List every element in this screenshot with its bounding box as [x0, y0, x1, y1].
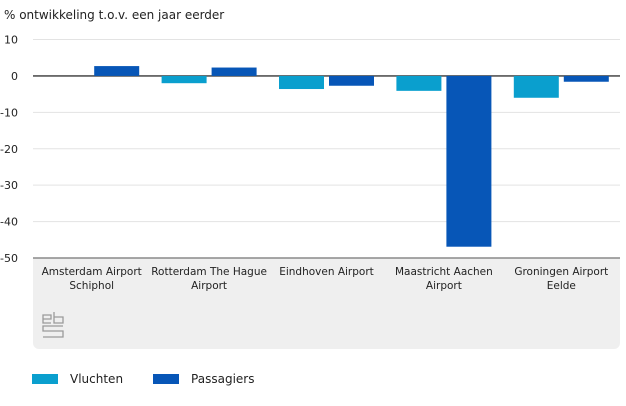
x-category-label: Amsterdam Airport — [42, 266, 142, 278]
legend: Vluchten Passagiers — [32, 372, 284, 386]
legend-item-passagiers: Passagiers — [153, 372, 254, 386]
legend-label-vluchten: Vluchten — [70, 372, 124, 386]
x-category-label: Eelde — [547, 280, 576, 292]
bar-passagiers-0[interactable] — [94, 66, 140, 76]
bar-vluchten-2[interactable] — [279, 75, 324, 90]
cbs-logo-icon — [42, 312, 64, 338]
y-tick-label: -50 — [0, 252, 18, 265]
x-category-label: Rotterdam The Hague — [151, 266, 267, 278]
bar-passagiers-2[interactable] — [329, 75, 374, 86]
x-category-label: Airport — [191, 280, 227, 292]
y-tick-label: -10 — [0, 106, 18, 119]
bar-vluchten-4[interactable] — [513, 75, 559, 98]
category-panel — [33, 258, 620, 349]
y-axis-label: % ontwikkeling t.o.v. een jaar eerder — [4, 8, 225, 22]
y-tick-label: 10 — [4, 34, 18, 47]
bar-vluchten-3[interactable] — [396, 75, 442, 91]
legend-swatch-vluchten — [32, 374, 58, 384]
y-tick-label: -30 — [0, 179, 18, 192]
y-tick-label: -40 — [0, 216, 18, 229]
legend-item-vluchten: Vluchten — [32, 372, 123, 386]
y-tick-label: 0 — [11, 70, 18, 83]
x-category-label: Schiphol — [69, 280, 114, 292]
legend-swatch-passagiers — [153, 374, 180, 384]
x-category-label: Groningen Airport — [514, 266, 608, 278]
legend-label-passagiers: Passagiers — [191, 372, 255, 386]
x-category-label: Maastricht Aachen — [395, 266, 493, 278]
bar-passagiers-4[interactable] — [563, 75, 609, 82]
y-tick-label: -20 — [0, 143, 18, 156]
x-category-label: Eindhoven Airport — [279, 266, 374, 278]
bar-passagiers-3[interactable] — [446, 75, 492, 247]
x-category-label: Airport — [426, 280, 462, 292]
bar-passagiers-1[interactable] — [211, 67, 257, 76]
bar-vluchten-1[interactable] — [161, 75, 207, 84]
